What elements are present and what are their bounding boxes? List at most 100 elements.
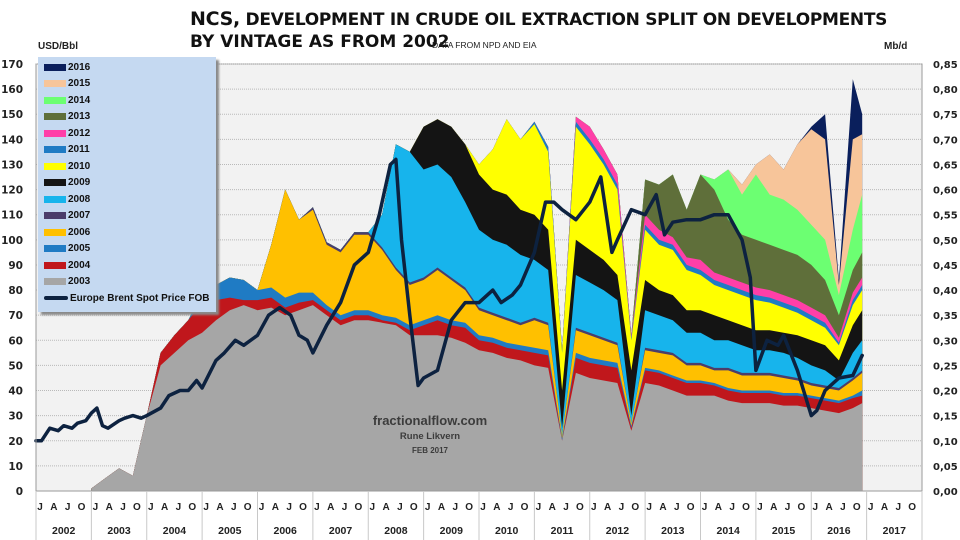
y-tick-label-right: 0,80 — [933, 85, 958, 96]
y-tick-label-left: 20 — [8, 436, 23, 448]
month-tick-label: O — [631, 502, 639, 513]
legend-swatch — [44, 162, 66, 170]
y-tick-label-left: 80 — [8, 285, 23, 297]
month-tick-label: O — [299, 502, 307, 513]
month-tick-label: J — [176, 502, 182, 513]
y-tick-label-left: 140 — [1, 134, 23, 146]
month-tick-label: J — [203, 502, 209, 513]
year-tick-label: 2005 — [218, 525, 242, 537]
month-tick-label: J — [120, 502, 126, 513]
year-tick-label: 2007 — [329, 525, 353, 537]
month-tick-label: J — [536, 502, 542, 513]
y-tick-label-right: 0,50 — [933, 236, 958, 247]
legend-item-brent: Europe Brent Spot Price FOB — [44, 290, 209, 306]
legend-item-2004: 2004 — [44, 257, 90, 273]
month-tick-label: O — [465, 502, 473, 513]
y-axis-right: 0,00 0,05 0,10 0,15 0,20 0,25 0,30 0,35 0,40 0,45… — [933, 60, 958, 498]
legend-item-2012: 2012 — [44, 125, 90, 141]
y-tick-label-right: 0,45 — [933, 261, 958, 272]
month-tick-label: J — [591, 502, 597, 513]
title-prefix: NCS, — [190, 8, 240, 30]
month-tick-label: A — [659, 502, 666, 513]
brent-line — [34, 157, 864, 443]
year-tick-label: 2015 — [772, 525, 796, 537]
y-tick-label-left: 100 — [1, 235, 23, 247]
y-tick-label-left: 10 — [8, 461, 23, 473]
month-tick-label: A — [493, 502, 500, 513]
y-tick-label-left: 130 — [1, 159, 23, 171]
month-tick-label: J — [812, 502, 818, 513]
y-tick-label-right: 0,75 — [933, 110, 958, 121]
month-tick-label: J — [397, 502, 403, 513]
y-tick-label-left: 60 — [8, 335, 23, 347]
month-tick-label: O — [908, 502, 916, 513]
month-tick-label: J — [425, 502, 431, 513]
legend-label: 2004 — [68, 259, 91, 271]
y-tick-label-right: 0,40 — [933, 286, 958, 297]
y-tick-label-right: 0,15 — [933, 412, 958, 423]
y-tick-label-right: 0,00 — [933, 487, 958, 498]
chart-title-line1: NCS, DEVELOPMENT IN CRUDE OIL EXTRACTION… — [190, 8, 887, 30]
month-tick-label: O — [853, 502, 861, 513]
legend-swatch — [44, 212, 66, 219]
legend-swatch — [44, 278, 66, 285]
year-tick-label: 2013 — [661, 525, 685, 537]
y-axis-left: 0 10 20 30 40 50 60 70 80 90 100 110 120 130 140 150 160… — [1, 59, 37, 498]
stacked-areas — [91, 79, 863, 492]
month-tick-label: J — [840, 502, 846, 513]
year-tick-label: 2010 — [495, 525, 519, 537]
watermark-author: Rune Likvern — [399, 431, 461, 442]
legend-line-swatch — [44, 296, 68, 300]
month-tick-label: O — [355, 502, 363, 513]
month-tick-label: J — [480, 502, 486, 513]
y-tick-label-right: 0,20 — [933, 387, 958, 398]
watermark-date: FEB 2017 — [411, 446, 449, 455]
legend-label: 2013 — [68, 111, 91, 122]
month-tick-label: J — [93, 502, 99, 513]
legend-swatch — [44, 228, 66, 236]
legend-label: 2016 — [68, 61, 91, 73]
legend-item-2016: 2016 — [44, 59, 90, 75]
legend-label: 2003 — [68, 276, 91, 287]
y-tick-label-left: 70 — [8, 310, 23, 322]
month-tick-label: O — [188, 502, 196, 513]
year-tick-label: 2004 — [163, 525, 187, 537]
legend-swatch — [44, 245, 66, 252]
legend-swatch — [44, 113, 66, 120]
legend-swatch — [44, 195, 66, 203]
y-tick-label-right: 0,65 — [933, 160, 958, 171]
y-tick-label-right: 0,85 — [933, 60, 958, 71]
month-tick-label: A — [382, 502, 389, 513]
legend-item-2009: 2009 — [44, 175, 90, 191]
month-tick-label: J — [286, 502, 292, 513]
month-tick-label: A — [825, 502, 832, 513]
y-tick-label-left: 110 — [1, 210, 23, 222]
y-tick-label-left: 150 — [1, 109, 23, 121]
y-tick-label-left: 120 — [1, 185, 23, 197]
year-tick-label: 2009 — [440, 525, 464, 537]
legend-label: 2012 — [68, 127, 91, 139]
chart-title-line2: BY VINTAGE AS FROM 2002 — [190, 32, 450, 52]
legend-label: 2009 — [68, 177, 91, 188]
y-tick-label-left: 30 — [8, 411, 23, 423]
month-tick-label: A — [770, 502, 777, 513]
watermark-site: fractionalflow.com — [372, 413, 488, 428]
month-tick-label: A — [50, 502, 57, 513]
month-tick-label: J — [259, 502, 265, 513]
month-tick-label: J — [314, 502, 320, 513]
legend: 2016 2015 2014 2013 2012 2011 2010 2009 2008 2007… — [38, 57, 216, 312]
legend-swatch — [44, 63, 66, 71]
legend-label: 2005 — [68, 243, 91, 254]
month-tick-label: J — [619, 502, 625, 513]
legend-item-2005: 2005 — [44, 241, 90, 257]
month-tick-label: J — [868, 502, 874, 513]
year-tick-label: 2017 — [883, 525, 907, 537]
month-tick-label: O — [798, 502, 806, 513]
month-tick-label: J — [757, 502, 763, 513]
legend-item-2011: 2011 — [44, 142, 90, 158]
legend-label: 2011 — [68, 144, 90, 155]
legend-swatch — [44, 80, 66, 87]
legend-swatch — [44, 129, 66, 137]
